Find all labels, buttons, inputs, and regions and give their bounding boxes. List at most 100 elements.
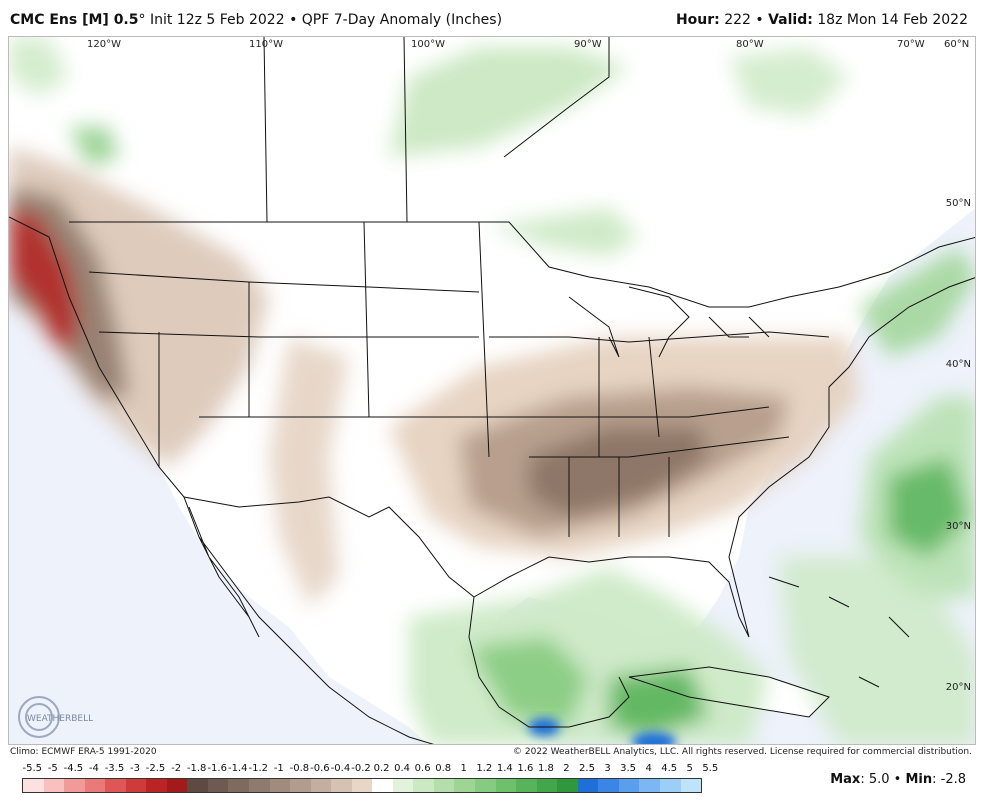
- scale-tick-label: 5: [686, 763, 693, 774]
- min-value: : -2.8: [932, 772, 966, 787]
- scale-tick-label: -5.5: [22, 763, 43, 774]
- scale-tick-label: -0.4: [330, 763, 351, 774]
- hour-label: Hour:: [675, 12, 720, 28]
- scale-swatch: [475, 779, 496, 792]
- map-svg: WEATHERBELL: [9, 37, 975, 744]
- scale-tick-label: -0.8: [289, 763, 310, 774]
- lon-label-100w: 100°W: [411, 39, 445, 50]
- political-borders: [9, 37, 975, 744]
- scale-swatch: [23, 779, 44, 792]
- max-min-readout: Max: 5.0 • Min: -2.8: [830, 772, 966, 787]
- lon-label-90w: 90°W: [574, 39, 602, 50]
- header-valid: Hour: 222 • Valid: 18z Mon 14 Feb 2022: [676, 12, 968, 28]
- scale-tick-label: -5: [47, 763, 58, 774]
- scale-tick-label: 2: [563, 763, 570, 774]
- scale-tick-label: -3: [130, 763, 140, 774]
- scale-tick-label: -0.6: [310, 763, 330, 774]
- init-text: Init 12z 5 Feb 2022 • QPF 7-Day Anomaly …: [145, 12, 503, 28]
- climo-note: Climo: ECMWF ERA-5 1991-2020: [10, 747, 157, 757]
- scale-swatch: [577, 779, 599, 792]
- scale-tick-label: 0.6: [414, 763, 431, 774]
- scale-swatch: [187, 779, 208, 792]
- weatherbell-logo: WEATHERBELL: [18, 696, 93, 738]
- scale-swatch: [659, 779, 681, 792]
- max-label: Max: [830, 772, 861, 787]
- scale-swatch: [618, 779, 640, 792]
- scale-swatch: [166, 779, 188, 792]
- scale-swatch: [249, 779, 270, 792]
- scale-swatch: [557, 779, 578, 792]
- scale-tick-label: -4.5: [63, 763, 84, 774]
- color-scale: -5.5 -5 -4.5 -4 -3.5 -3 -2.5 -2 -1.8 -1.6 -1.4 -1.2…: [22, 763, 719, 795]
- min-label: Min: [905, 772, 933, 787]
- lat-label-30n: 30°N: [945, 521, 971, 532]
- scale-tick-label: 4: [645, 763, 652, 774]
- lat-label-20n: 20°N: [945, 682, 971, 693]
- scale-swatch: [639, 779, 660, 792]
- scale-swatch: [516, 779, 537, 792]
- scale-tick-label: 1.2: [476, 763, 493, 774]
- lon-label-120w: 120°W: [87, 39, 121, 50]
- scale-swatch: [331, 779, 352, 792]
- scale-tick-label: -1.2: [248, 763, 269, 774]
- scale-swatch: [269, 779, 291, 792]
- lon-label-110w: 110°W: [249, 39, 283, 50]
- lat-label-50n: 50°N: [945, 198, 971, 209]
- scale-tick-label: -3.5: [104, 763, 125, 774]
- scale-tick-label: 3: [604, 763, 611, 774]
- scale-tick-label: 0.8: [435, 763, 452, 774]
- degree-mark: °: [138, 12, 146, 28]
- scale-tick-label: 0.2: [373, 763, 390, 774]
- scale-swatch: [125, 779, 147, 792]
- scale-tick-label: 1.6: [517, 763, 534, 774]
- scale-tick-label: 1.8: [537, 763, 554, 774]
- scale-tick-label: -2.5: [145, 763, 166, 774]
- scale-tick-label: 4.5: [661, 763, 678, 774]
- scale-swatch: [372, 779, 393, 792]
- scale-swatch: [495, 779, 517, 792]
- scale-tick-label: 1: [460, 763, 467, 774]
- scale-tick-label: 1.4: [496, 763, 513, 774]
- scale-swatch: [310, 779, 332, 792]
- scale-tick-label: 0.4: [394, 763, 411, 774]
- scale-swatch: [105, 779, 126, 792]
- scale-swatch: [392, 779, 414, 792]
- hour-value: 222 •: [719, 12, 769, 28]
- scale-tick-label: -1.4: [227, 763, 248, 774]
- lat-label-60n: 60°N: [944, 39, 970, 50]
- scale-tick-label: -2: [171, 763, 182, 774]
- valid-label: Valid:: [768, 12, 813, 28]
- scale-swatch: [290, 779, 311, 792]
- map-header: CMC Ens [M] 0.5° Init 12z 5 Feb 2022 • Q…: [0, 0, 984, 36]
- scale-swatch: [454, 779, 476, 792]
- max-value: : 5.0 •: [860, 772, 906, 787]
- model-name: CMC Ens [M] 0.5: [10, 12, 139, 28]
- scale-swatch: [433, 779, 455, 792]
- scale-tick-label: 3.5: [620, 763, 637, 774]
- scale-swatch: [598, 779, 619, 792]
- lat-label-40n: 40°N: [945, 359, 971, 370]
- map-canvas: WEATHERBELL 120°W 110°W 100°W 90°W 80°W …: [8, 36, 976, 745]
- scale-tick-label: -4: [88, 763, 99, 774]
- valid-value: 18z Mon 14 Feb 2022: [812, 12, 968, 28]
- scale-tick-label: -1.6: [207, 763, 227, 774]
- scale-swatch: [207, 779, 229, 792]
- scale-swatch: [536, 779, 558, 792]
- scale-bar: [22, 778, 702, 793]
- scale-tick-label: -1.8: [186, 763, 207, 774]
- scale-tick-label: -1: [273, 763, 284, 774]
- scale-ticks: -5.5 -5 -4.5 -4 -3.5 -3 -2.5 -2 -1.8 -1.6 -1.4 -1.2…: [22, 763, 719, 777]
- scale-tick-label: -0.2: [351, 763, 371, 774]
- lon-label-80w: 80°W: [736, 39, 764, 50]
- scale-swatch: [146, 779, 167, 792]
- scale-swatch: [84, 779, 106, 792]
- scale-swatch: [413, 779, 434, 792]
- scale-swatch: [351, 779, 373, 792]
- scale-swatch: [64, 779, 85, 792]
- scale-tick-label: 5.5: [702, 763, 719, 774]
- scale-swatch: [43, 779, 65, 792]
- copyright-note: © 2022 WeatherBELL Analytics, LLC. All r…: [513, 747, 972, 757]
- scale-swatch: [228, 779, 250, 792]
- scale-swatch: [680, 779, 702, 792]
- logo-text: WEATHERBELL: [27, 714, 93, 724]
